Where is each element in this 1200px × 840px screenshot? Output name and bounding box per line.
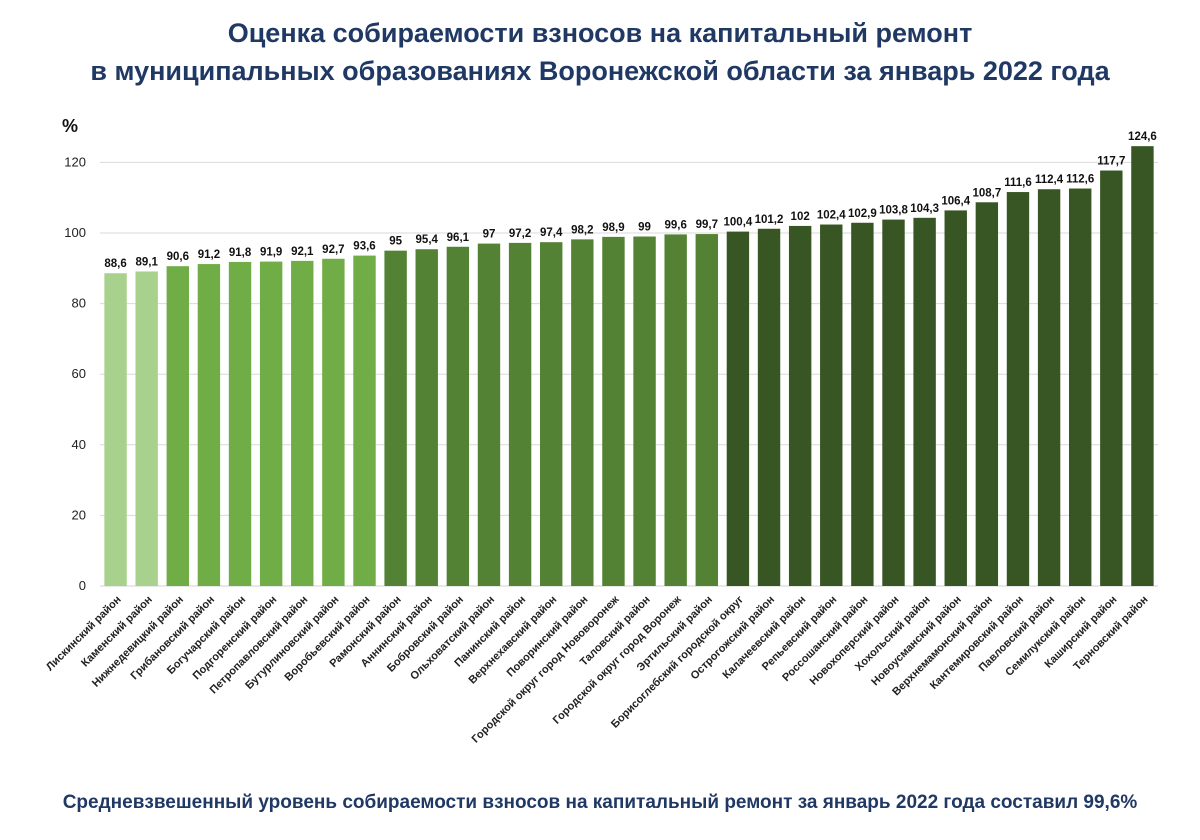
y-tick-label: 60 bbox=[72, 366, 86, 381]
y-tick-label: 80 bbox=[72, 296, 86, 311]
bar bbox=[291, 260, 314, 586]
bar bbox=[384, 250, 407, 586]
y-tick-label: 40 bbox=[72, 437, 86, 452]
bar bbox=[757, 228, 781, 586]
data-label: 100,4 bbox=[724, 217, 753, 229]
data-label: 99 bbox=[638, 222, 651, 234]
bar bbox=[1037, 189, 1061, 586]
bar bbox=[944, 210, 967, 586]
bar bbox=[415, 249, 438, 586]
data-label: 95 bbox=[389, 236, 402, 248]
y-tick-label: 100 bbox=[64, 225, 86, 240]
data-label: 102,9 bbox=[848, 208, 877, 220]
data-label: 91,8 bbox=[229, 247, 252, 259]
bar bbox=[1069, 188, 1092, 586]
data-label: 97 bbox=[483, 229, 496, 241]
data-label: 124,6 bbox=[1128, 131, 1157, 143]
data-label: 112,4 bbox=[1035, 174, 1064, 186]
bar bbox=[259, 261, 283, 586]
bar bbox=[633, 236, 656, 586]
bar bbox=[197, 264, 221, 586]
bar bbox=[1100, 170, 1123, 587]
data-label: 93,6 bbox=[353, 241, 375, 253]
bar bbox=[104, 273, 127, 586]
bar bbox=[726, 231, 750, 586]
data-label: 92,7 bbox=[322, 244, 344, 256]
data-label: 106,4 bbox=[941, 195, 970, 207]
value-labels: 88,6 89,1 90,6 91,2 91,8 91,9 92,1 92,7 93,6 95 95… bbox=[104, 131, 1156, 270]
bar bbox=[695, 234, 718, 586]
data-label: 88,6 bbox=[104, 258, 126, 270]
bar bbox=[353, 255, 376, 587]
bar bbox=[851, 222, 874, 586]
data-label: 99,7 bbox=[696, 219, 718, 231]
chart-title-line-2: в муниципальных образованиях Воронежской… bbox=[90, 56, 1110, 86]
chart-title: Оценка собираемости взносов на капитальн… bbox=[0, 14, 1200, 90]
data-label: 112,6 bbox=[1066, 174, 1094, 186]
data-label: 98,9 bbox=[602, 222, 624, 234]
y-tick-label: 20 bbox=[72, 507, 86, 522]
data-label: 99,6 bbox=[664, 219, 686, 231]
data-label: 92,1 bbox=[291, 246, 314, 258]
y-tick-label: 0 bbox=[79, 578, 86, 593]
data-label: 97,4 bbox=[540, 227, 563, 239]
y-axis-label: % bbox=[62, 116, 78, 136]
data-label: 108,7 bbox=[972, 187, 1001, 199]
bar bbox=[135, 271, 158, 586]
chart-title-line-1: Оценка собираемости взносов на капитальн… bbox=[227, 18, 973, 48]
data-label: 96,1 bbox=[447, 232, 470, 244]
bar bbox=[602, 236, 625, 586]
y-axis-ticks: 0 20 40 60 80 100 120 bbox=[64, 154, 86, 593]
bar bbox=[228, 261, 252, 586]
bar bbox=[975, 202, 999, 586]
data-label: 103,8 bbox=[879, 205, 908, 217]
bar bbox=[322, 258, 345, 586]
bar bbox=[788, 225, 812, 586]
data-label: 102,4 bbox=[817, 210, 846, 222]
bar bbox=[446, 246, 470, 586]
bar bbox=[820, 224, 843, 586]
data-label: 98,2 bbox=[571, 224, 593, 236]
bar bbox=[664, 234, 687, 587]
bar bbox=[882, 219, 905, 586]
bar bbox=[1131, 146, 1154, 587]
data-label: 90,6 bbox=[167, 251, 189, 263]
data-label: 117,7 bbox=[1097, 156, 1125, 168]
data-label: 89,1 bbox=[135, 256, 158, 268]
bar bbox=[1006, 192, 1030, 586]
data-label: 91,9 bbox=[260, 247, 282, 259]
data-label: 102 bbox=[791, 211, 810, 223]
bar bbox=[166, 266, 189, 586]
gridlines bbox=[100, 161, 1158, 587]
bar bbox=[508, 242, 532, 586]
y-tick-label: 120 bbox=[64, 154, 86, 169]
bar bbox=[477, 243, 501, 586]
bar bbox=[540, 242, 563, 587]
data-label: 101,2 bbox=[755, 214, 784, 226]
data-label: 97,2 bbox=[509, 228, 531, 240]
data-label: 95,4 bbox=[416, 234, 439, 246]
data-label: 104,3 bbox=[910, 203, 939, 215]
footer-note: Средневзвешенный уровень собираемости вз… bbox=[62, 792, 1138, 813]
data-label: 91,2 bbox=[198, 249, 220, 261]
bar bbox=[913, 217, 936, 587]
bars bbox=[104, 146, 1154, 587]
data-label: 111,6 bbox=[1004, 177, 1032, 189]
bar bbox=[571, 239, 594, 586]
